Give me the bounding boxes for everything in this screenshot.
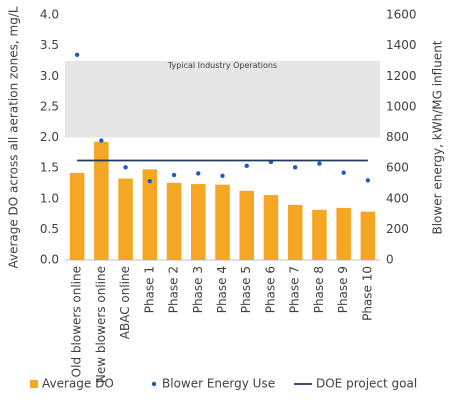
x-tick-label: Old blowers online: [70, 266, 84, 377]
x-tick-label: ABAC online: [118, 266, 132, 339]
x-tick-label: Phase 4: [215, 266, 229, 313]
bar: [360, 211, 376, 260]
legend-swatch: [30, 380, 38, 388]
y2-tick-label: 1000: [386, 99, 417, 113]
y-tick-label: 4.0: [40, 8, 59, 22]
y-tick-label: 1.5: [40, 161, 59, 175]
y-tick-label: 0.0: [40, 253, 59, 267]
y2-tick-label: 1400: [386, 38, 417, 52]
y-tick-label: 1.0: [40, 191, 59, 205]
bar: [166, 182, 182, 260]
band-label: Typical Industry Operations: [167, 61, 277, 70]
x-tick-label: New blowers online: [94, 266, 108, 383]
point: [196, 171, 201, 176]
y2-tick-label: 1600: [386, 8, 417, 22]
point: [147, 178, 153, 184]
x-tick-label: Phase 5: [239, 266, 253, 313]
bar: [215, 184, 230, 260]
y-axis-title: Average DO across all aeration zones, mg…: [7, 6, 21, 268]
y2-axis-title: Blower energy, kWh/MG influent: [431, 40, 445, 234]
y-tick-label: 0.5: [40, 222, 59, 236]
x-tick-label: Phase 6: [263, 266, 277, 313]
y2-tick-label: 800: [386, 130, 409, 144]
point: [123, 165, 128, 170]
legend-swatch: [151, 381, 157, 387]
bar: [191, 184, 206, 260]
bar: [142, 169, 158, 260]
bar: [336, 207, 351, 260]
point: [99, 138, 104, 143]
bar: [118, 178, 133, 260]
y-tick-label: 3.5: [40, 38, 59, 52]
y2-tick-label: 400: [386, 191, 409, 205]
legend-label: Blower Energy Use: [162, 377, 275, 391]
point: [220, 173, 225, 178]
point: [74, 52, 80, 58]
point: [341, 170, 346, 175]
y-tick-label: 3.0: [40, 69, 59, 83]
point: [317, 161, 322, 166]
y2-tick-label: 200: [386, 222, 409, 236]
x-tick-label: Phase 3: [191, 266, 205, 313]
y-tick-label: 2.0: [40, 130, 59, 144]
point: [244, 163, 249, 169]
point: [292, 165, 298, 170]
point: [171, 172, 177, 178]
x-tick-label: Phase 7: [288, 266, 302, 313]
x-tick-label: Phase 1: [142, 266, 156, 313]
bar: [287, 204, 303, 260]
bar: [239, 190, 254, 260]
legend-label: Average DO: [42, 377, 114, 391]
x-tick-label: Phase 8: [312, 266, 326, 313]
x-tick-label: Phase 2: [167, 266, 181, 313]
bar: [69, 173, 85, 260]
y2-tick-label: 0: [386, 253, 394, 267]
y2-tick-label: 600: [386, 161, 409, 175]
y-tick-label: 2.5: [40, 99, 59, 113]
x-tick-label: Phase 10: [360, 266, 374, 321]
bar: [263, 195, 279, 260]
legend-label: DOE project goal: [316, 377, 417, 391]
point: [365, 178, 371, 183]
y2-tick-label: 1200: [386, 69, 417, 83]
industry-band: [65, 60, 380, 138]
x-tick-label: Phase 9: [336, 266, 350, 313]
bar: [94, 141, 109, 260]
bar: [312, 209, 327, 260]
